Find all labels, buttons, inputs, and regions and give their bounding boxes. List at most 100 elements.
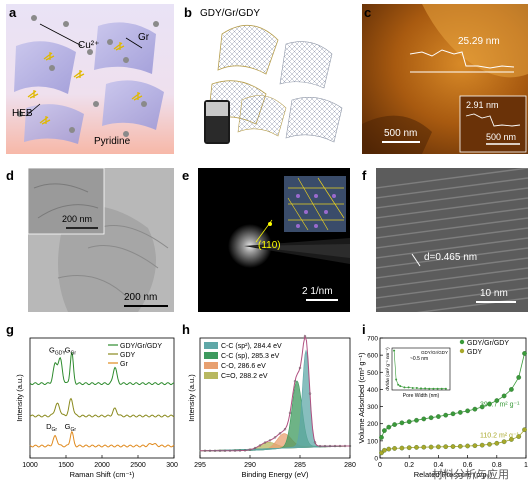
- pyridine-label: Pyridine: [94, 136, 131, 147]
- pore-inset-point: [393, 349, 396, 352]
- xps-data-point: [268, 439, 272, 442]
- y-tick-label: 600: [367, 353, 378, 360]
- xps-data-point: [228, 449, 232, 452]
- isotherm-point: [509, 387, 514, 392]
- isotherm-point: [428, 444, 434, 450]
- peak-annotation: DGr: [46, 422, 57, 433]
- raman-series-line: [29, 352, 175, 386]
- xps-data-point: [243, 449, 247, 452]
- isotherm-point: [436, 444, 441, 450]
- isotherm-point: [450, 411, 456, 417]
- x-tick-label: 0.6: [463, 462, 473, 469]
- xps-data-point: [328, 444, 332, 448]
- x-tick-label: 0.8: [492, 462, 502, 469]
- xps-data-point: [273, 436, 277, 439]
- panel-i-label: i: [362, 322, 366, 337]
- peak-annotation: GGr: [65, 345, 77, 356]
- panel-e: (110) 2 1/nm: [198, 168, 350, 312]
- xps-envelope-line: [200, 334, 350, 452]
- plot-frame: [29, 337, 175, 459]
- isotherm-point: [516, 375, 522, 380]
- pore-inset-point: [428, 387, 431, 390]
- isotherm-point: [516, 434, 522, 439]
- hrtem-dspacing: d=0.465 nm: [424, 252, 478, 263]
- xps-data-point: [348, 444, 352, 448]
- panel-c-label: c: [364, 5, 372, 20]
- isotherm-point: [457, 443, 463, 449]
- x-tick-label: 280: [344, 462, 356, 469]
- legend-entry: GDY: [467, 349, 483, 356]
- isotherm-point: [421, 416, 427, 422]
- xps-data-point: [338, 444, 342, 448]
- isotherm-point: [392, 422, 397, 427]
- xps-data-point: [323, 444, 327, 448]
- panel-f-label: f: [362, 168, 367, 183]
- isotherm-point: [501, 393, 507, 399]
- isotherm-point: [479, 404, 485, 410]
- plot-frame: [199, 337, 351, 459]
- pore-inset-point: [403, 386, 406, 389]
- tem-image: [28, 168, 174, 312]
- isotherm-point: [406, 419, 412, 425]
- xps-data-point: [308, 392, 312, 395]
- xps-data-point: [253, 446, 257, 450]
- xps-data-point: [293, 379, 297, 383]
- legend-marker: [459, 348, 465, 354]
- x-tick-label: 0: [378, 462, 382, 469]
- xps-data-point: [278, 432, 282, 435]
- watermark: 材料分析与应用: [432, 469, 509, 481]
- pore-inset-point: [440, 387, 443, 390]
- legend-entry: C-O, 286.6 eV: [221, 363, 266, 370]
- pore-inset-point: [432, 387, 435, 390]
- xps-data-point: [203, 449, 207, 452]
- surface-area-label: 110.2 m² g⁻¹: [480, 432, 520, 439]
- isotherm-point: [494, 440, 500, 446]
- panel-d: 200 nm 200 nm: [28, 168, 174, 312]
- panel-b: b GDY/Gr/GDY: [182, 4, 354, 154]
- isotherm-point: [386, 424, 392, 430]
- xps-chart: 295 290 285 280 Binding Energy (eV) Intensity…: [187, 334, 356, 479]
- isotherm-line: [381, 429, 525, 454]
- panel-d-label: d: [6, 168, 14, 183]
- isotherm-point: [406, 445, 412, 451]
- peak-annotation: GGr: [65, 422, 77, 433]
- raman-series-line: [29, 397, 175, 418]
- hrtem-image: [376, 168, 528, 312]
- afm-height-inset: 2.91 nm: [466, 100, 499, 110]
- isotherm-point: [414, 417, 419, 423]
- pore-inset-annotation: ~0.5 nm: [410, 356, 428, 362]
- hrtem-scale: 10 nm: [480, 288, 508, 299]
- x-tick-label: 2000: [94, 462, 110, 469]
- xps-data-point: [233, 449, 237, 452]
- isotherm-point: [443, 412, 449, 418]
- y-tick-label: 100: [367, 438, 378, 445]
- pore-inset-point: [399, 385, 402, 388]
- y-tick-label: 200: [367, 421, 378, 428]
- y-tick-label: 400: [367, 387, 378, 394]
- xps-data-point: [208, 449, 212, 452]
- legend-entry: GDY: [120, 352, 136, 359]
- xps-data-point: [238, 449, 242, 452]
- isotherm-point: [522, 351, 527, 356]
- isotherm-point: [509, 437, 514, 442]
- pore-inset-point: [444, 387, 447, 390]
- pore-inset-point: [411, 387, 414, 390]
- x-axis-label: Related Pressure (p/p₀): [414, 470, 493, 479]
- xps-data-point: [223, 449, 227, 452]
- isotherm-point: [428, 415, 434, 421]
- isotherm-point: [399, 420, 405, 426]
- pore-inset-xlabel: Pore Width (nm): [403, 393, 440, 399]
- afm-image: [362, 4, 528, 154]
- raman-chart: 1000 1500 2000 2500 3000 Raman Shift (cm⁻¹) In…: [15, 337, 178, 479]
- afm-height-main: 25.29 nm: [458, 36, 500, 47]
- xps-data-point: [283, 427, 287, 431]
- xps-data-point: [258, 444, 262, 447]
- isotherm-point: [487, 441, 492, 447]
- x-tick-label: 3000: [166, 462, 178, 469]
- pore-inset-point: [397, 383, 400, 386]
- y-tick-label: 0: [374, 456, 378, 463]
- cu-ion-label: Cu²⁺: [78, 40, 100, 51]
- panel-f: d=0.465 nm 10 nm: [376, 168, 528, 312]
- xps-data-point: [343, 444, 347, 448]
- isotherm-point: [472, 443, 478, 449]
